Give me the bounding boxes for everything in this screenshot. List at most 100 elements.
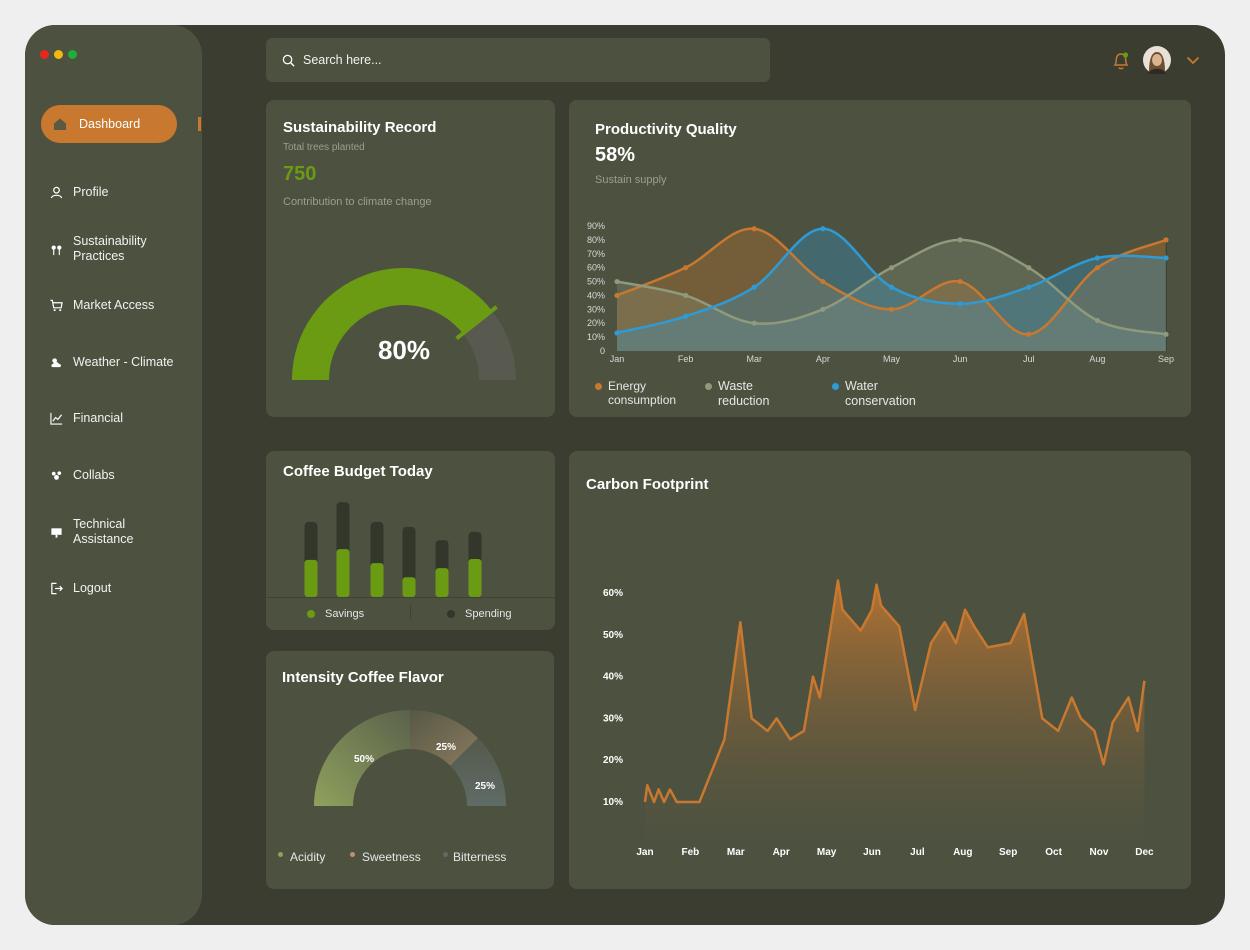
productivity-line-chart: 0 10% 20% 30% 40% 50% 60% 70% 80% 90% Jan Feb Mar Apr… bbox=[587, 221, 1174, 364]
sidebar-item-weather-climate[interactable]: Weather - Climate bbox=[50, 355, 174, 370]
sidebar-item-label: Sustainability Practices bbox=[73, 234, 147, 263]
data-point bbox=[751, 320, 757, 326]
donut-slice bbox=[410, 710, 478, 766]
sidebar-item-technical-assistance[interactable]: Technical Assistance bbox=[50, 517, 133, 547]
chevron-down-icon[interactable] bbox=[1186, 56, 1200, 65]
y-tick-label: 30% bbox=[587, 304, 605, 314]
bell-icon[interactable] bbox=[1112, 51, 1130, 71]
legend-sweetness: Sweetness bbox=[350, 850, 421, 864]
legend-swatch bbox=[350, 852, 355, 857]
y-tick-label: 0 bbox=[600, 346, 605, 356]
x-tick-label: Mar bbox=[727, 847, 745, 858]
avatar[interactable] bbox=[1143, 46, 1171, 74]
x-tick-label: Feb bbox=[682, 847, 700, 858]
x-tick-label: Sep bbox=[999, 847, 1017, 858]
y-tick-label: 40% bbox=[587, 290, 605, 300]
sidebar-item-label: Market Access bbox=[73, 298, 155, 312]
sidebar-item-label: Logout bbox=[73, 581, 112, 595]
x-tick-label: Jan bbox=[610, 354, 625, 364]
y-tick-label: 10% bbox=[587, 332, 605, 342]
legend-swatch bbox=[278, 852, 283, 857]
sidebar-item-label: Collabs bbox=[73, 468, 115, 482]
data-point bbox=[683, 313, 689, 319]
legend-savings: Savings bbox=[307, 607, 364, 621]
y-tick-label: 50% bbox=[603, 630, 623, 641]
search-input[interactable] bbox=[303, 53, 743, 67]
data-point bbox=[888, 265, 895, 271]
donut-slice bbox=[314, 710, 410, 806]
data-point bbox=[683, 292, 689, 299]
series-line bbox=[616, 227, 1167, 336]
card-title: Sustainability Record bbox=[283, 119, 437, 136]
sidebar-item-label: Profile bbox=[73, 185, 109, 199]
x-tick-label: Jun bbox=[953, 354, 968, 364]
slice-label: 25% bbox=[475, 781, 495, 792]
savings-bar bbox=[370, 563, 384, 597]
search-icon[interactable] bbox=[282, 54, 295, 67]
savings-bar bbox=[468, 559, 482, 597]
y-tick-label: 90% bbox=[587, 221, 605, 231]
data-point bbox=[1163, 331, 1169, 337]
slice-label: 25% bbox=[436, 742, 456, 753]
y-tick-label: 60% bbox=[587, 263, 605, 273]
sidebar-item-sustainability-practices[interactable]: Sustainability Practices bbox=[50, 234, 147, 264]
legend-label: Acidity bbox=[290, 850, 326, 864]
weather-icon bbox=[51, 358, 61, 368]
y-tick-label: 30% bbox=[603, 713, 623, 724]
coffee-flavor-card: Intensity Coffee Flavor 50% 25% 25% Acidi bbox=[266, 651, 554, 889]
coffee-budget-bar-chart bbox=[304, 502, 482, 597]
productivity-card: Productivity Quality 58% Sustain supply … bbox=[569, 100, 1191, 417]
legend-label: Waste reduction bbox=[718, 379, 770, 408]
legend-swatch bbox=[443, 852, 448, 857]
cart-icon bbox=[50, 299, 63, 312]
sidebar-item-dashboard[interactable]: Dashboard bbox=[41, 105, 177, 143]
x-tick-label: Dec bbox=[1135, 847, 1154, 858]
y-tick-label: 80% bbox=[587, 235, 605, 245]
data-point bbox=[683, 265, 689, 271]
close-dot[interactable] bbox=[40, 50, 49, 59]
sidebar-item-market-access[interactable]: Market Access bbox=[50, 298, 154, 313]
legend-label: Sweetness bbox=[362, 850, 421, 864]
minimize-dot[interactable] bbox=[54, 50, 63, 59]
data-point bbox=[751, 226, 757, 232]
legend-spending: Spending bbox=[447, 607, 512, 621]
sidebar-item-collabs[interactable]: Collabs bbox=[50, 468, 115, 483]
user-icon bbox=[50, 186, 63, 199]
data-point bbox=[957, 237, 963, 243]
x-tick-label: Jun bbox=[863, 847, 881, 858]
sidebar-item-logout[interactable]: Logout bbox=[50, 581, 111, 596]
legend-label: Bitterness bbox=[453, 850, 507, 864]
sidebar-item-profile[interactable]: Profile bbox=[50, 185, 108, 200]
data-point bbox=[888, 284, 895, 290]
card-title: Carbon Footprint bbox=[586, 476, 709, 493]
trees-planted-value: 750 bbox=[283, 163, 317, 185]
monitor-icon bbox=[51, 527, 62, 538]
sidebar: Dashboard Profile Sustainability Practic… bbox=[25, 25, 202, 925]
data-point bbox=[1026, 284, 1032, 290]
data-point bbox=[820, 226, 826, 232]
carbon-footprint-area-chart: 10% 20% 30% 40% 50% 60% Jan Feb Mar Apr May Jun Jul A… bbox=[603, 579, 1154, 858]
y-tick-label: 10% bbox=[603, 797, 623, 808]
gauge-value-arc bbox=[292, 268, 492, 380]
data-point bbox=[1163, 237, 1169, 243]
legend-bitterness: Bitterness bbox=[443, 850, 506, 864]
sidebar-item-financial[interactable]: Financial bbox=[50, 411, 123, 426]
logout-icon bbox=[51, 582, 63, 595]
x-tick-label: Jan bbox=[636, 847, 653, 858]
series-line bbox=[616, 227, 1167, 335]
y-tick-label: 20% bbox=[603, 755, 623, 766]
x-tick-label: May bbox=[817, 847, 837, 858]
card-subtitle: Total trees planted bbox=[283, 142, 365, 153]
plant-icon bbox=[51, 245, 62, 255]
legend-swatch bbox=[705, 383, 712, 390]
x-tick-label: Apr bbox=[773, 847, 790, 858]
legend-water: Water conservation bbox=[832, 379, 916, 409]
slice-label: 50% bbox=[354, 754, 374, 765]
y-tick-label: 40% bbox=[603, 672, 623, 683]
legend-swatch bbox=[595, 383, 602, 390]
active-indicator bbox=[198, 117, 201, 131]
x-tick-label: Aug bbox=[1089, 354, 1105, 364]
maximize-dot[interactable] bbox=[68, 50, 77, 59]
series-area bbox=[617, 228, 1166, 351]
legend-swatch bbox=[307, 610, 315, 618]
